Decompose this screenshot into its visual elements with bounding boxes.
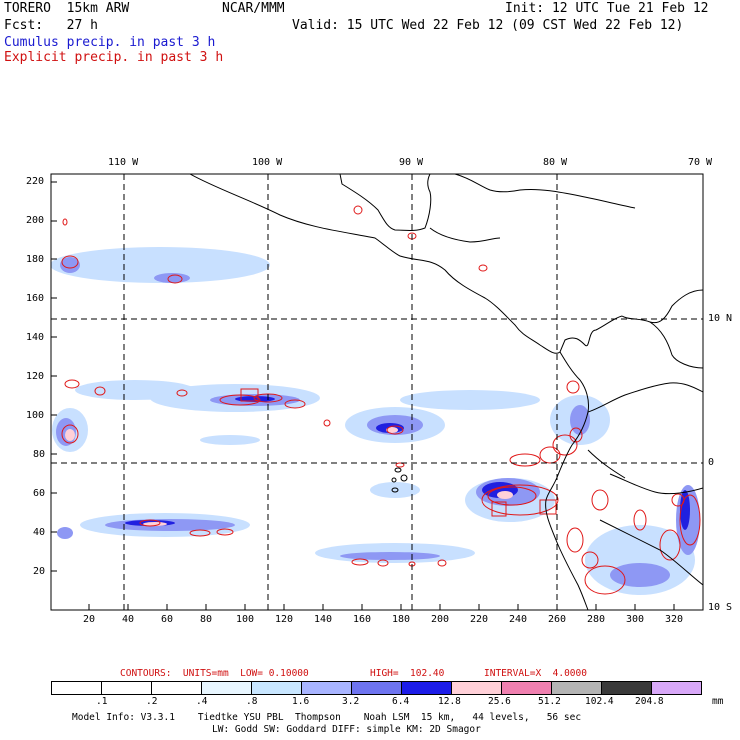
- colorbar-label: .8: [246, 696, 258, 707]
- x-tick-label: 240: [509, 614, 528, 625]
- plot-frame: [50, 173, 704, 611]
- valid-time: Valid: 15 UTC Wed 22 Feb 12 (09 CST Wed …: [292, 18, 684, 33]
- colorbar-label: 25.6: [488, 696, 511, 707]
- x-tick-label: 200: [431, 614, 450, 625]
- x-tick-label: 20: [83, 614, 96, 625]
- x-tick-label: 220: [470, 614, 489, 625]
- colorbar-swatch: [501, 681, 552, 695]
- x-tick-label: 180: [392, 614, 411, 625]
- axis-ticks: [51, 181, 675, 610]
- lon-label-110w: 110 W: [108, 157, 139, 168]
- colorbar-label: 1.6: [292, 696, 310, 707]
- colorbar-swatch: [551, 681, 602, 695]
- colorbar-swatch: [51, 681, 102, 695]
- lat-label-0: 0: [708, 457, 715, 468]
- colorbar-label: 204.8: [635, 696, 664, 707]
- forecast-hour: Fcst: 27 h: [4, 18, 98, 33]
- y-tick-label: 60: [33, 488, 46, 499]
- latlon-grid: [51, 174, 703, 610]
- x-tick-label: 120: [275, 614, 294, 625]
- x-tick-label: 280: [587, 614, 606, 625]
- x-tick-label: 40: [122, 614, 135, 625]
- colorbar-swatch: [451, 681, 502, 695]
- colorbar-label: 12.8: [438, 696, 461, 707]
- lon-label-80w: 80 W: [543, 157, 568, 168]
- colorbar-swatch: [601, 681, 652, 695]
- cumulus-precip: [51, 247, 700, 595]
- colorbar-label: 3.2: [342, 696, 360, 707]
- colorbar-label: 6.4: [392, 696, 410, 707]
- colorbar-swatch: [251, 681, 302, 695]
- colorbar-swatch: [651, 681, 702, 695]
- colorbar-swatch: [401, 681, 452, 695]
- model-name: TORERO 15km ARW: [4, 1, 130, 16]
- x-tick-label: 320: [665, 614, 684, 625]
- y-tick-label: 120: [26, 371, 45, 382]
- lon-label-90w: 90 W: [399, 157, 424, 168]
- lat-label-10n: 10 N: [708, 313, 733, 324]
- colorbar-swatch: [151, 681, 202, 695]
- colorbar-swatch: [301, 681, 352, 695]
- init-time: Init: 12 UTC Tue 21 Feb 12: [505, 1, 709, 16]
- y-tick-label: 40: [33, 527, 46, 538]
- colorbar-unit: mm: [712, 696, 724, 707]
- y-tick-label: 80: [33, 449, 46, 460]
- y-tick-label: 180: [26, 254, 45, 265]
- lon-label-100w: 100 W: [252, 157, 283, 168]
- y-tick-label: 20: [33, 566, 46, 577]
- x-tick-label: 80: [200, 614, 213, 625]
- model-info: Model Info: V3.3.1 Tiedtke YSU PBL Thomp…: [72, 712, 582, 723]
- model-physics: LW: Godd SW: Goddard DIFF: simple KM: 2D…: [212, 724, 481, 735]
- org-label: NCAR/MMM: [222, 1, 285, 16]
- explicit-precip-contours: [61, 205, 701, 595]
- colorbar-swatch: [201, 681, 252, 695]
- cumulus-precip-legend: Cumulus precip. in past 3 h: [4, 35, 216, 50]
- contours-interval: INTERVAL=X 4.0000: [484, 668, 587, 679]
- y-tick-label: 140: [26, 332, 45, 343]
- coastlines: [189, 174, 703, 610]
- x-tick-label: 140: [314, 614, 333, 625]
- contours-high: HIGH= 102.40: [370, 668, 445, 679]
- lat-label-10s: 10 S: [708, 602, 733, 613]
- x-tick-label: 260: [548, 614, 567, 625]
- colorbar-label: 51.2: [538, 696, 561, 707]
- contours-info: CONTOURS: UNITS=mm LOW= 0.10000: [120, 668, 309, 679]
- colorbar-swatch: [101, 681, 152, 695]
- y-tick-label: 160: [26, 293, 45, 304]
- y-tick-label: 100: [26, 410, 45, 421]
- explicit-precip-legend: Explicit precip. in past 3 h: [4, 50, 224, 65]
- x-tick-label: 60: [161, 614, 174, 625]
- colorbar-swatch: [351, 681, 402, 695]
- y-tick-label: 220: [26, 176, 45, 187]
- colorbar-label: .4: [196, 696, 208, 707]
- colorbar-label: 102.4: [585, 696, 614, 707]
- colorbar-label: .1: [96, 696, 108, 707]
- lon-label-70w: 70 W: [688, 157, 713, 168]
- y-tick-label: 200: [26, 215, 45, 226]
- x-tick-label: 100: [236, 614, 255, 625]
- x-tick-label: 300: [626, 614, 645, 625]
- colorbar-label: .2: [146, 696, 158, 707]
- x-tick-label: 160: [353, 614, 372, 625]
